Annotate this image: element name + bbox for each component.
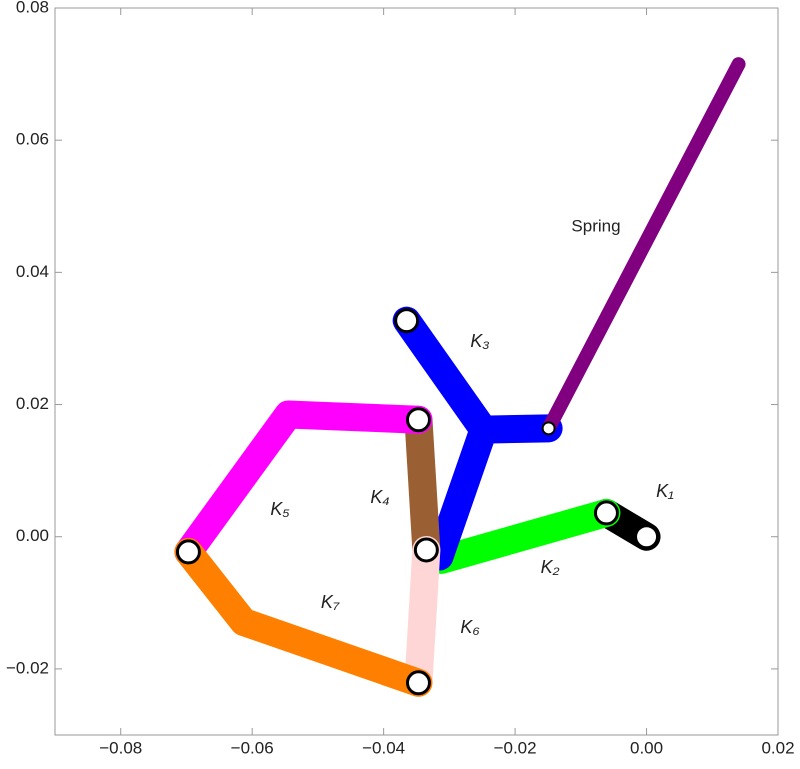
x-tick-label: −0.04: [362, 738, 405, 757]
link-label: K₂: [541, 557, 560, 577]
y-tick-label: 0.02: [16, 394, 49, 413]
link: [174, 400, 433, 566]
y-tick-label: 0.04: [16, 262, 49, 281]
plot-frame: [54, 7, 779, 736]
link: [174, 537, 433, 697]
x-tick-label: 0.02: [761, 738, 794, 757]
link-label: K₅: [270, 499, 289, 519]
link-label: K₁: [656, 481, 674, 501]
joint: [394, 308, 420, 334]
link-label: K₃: [470, 331, 489, 351]
joint: [405, 670, 431, 696]
joint: [405, 407, 431, 433]
x-tick-label: 0.00: [630, 738, 663, 757]
x-tick-label: −0.02: [494, 738, 537, 757]
pivot: [541, 421, 556, 436]
link-label: K₇: [321, 592, 340, 612]
y-tick-label: −0.02: [6, 658, 49, 677]
y-tick-label: 0.00: [16, 526, 49, 545]
link: [392, 306, 563, 571]
y-tick-label: 0.06: [16, 130, 49, 149]
link-label: K₄: [370, 487, 389, 507]
link-label: K₆: [460, 617, 479, 637]
link-label: Spring: [571, 216, 620, 235]
joint: [634, 524, 660, 550]
joint: [413, 537, 439, 563]
joint: [175, 539, 201, 565]
link: [404, 535, 441, 697]
y-tick-label: 0.08: [16, 0, 49, 16]
x-tick-label: −0.08: [99, 738, 142, 757]
x-tick-label: −0.06: [231, 738, 274, 757]
link: [427, 498, 621, 574]
link: [404, 405, 441, 564]
joint: [593, 500, 619, 526]
spring: [541, 57, 746, 436]
